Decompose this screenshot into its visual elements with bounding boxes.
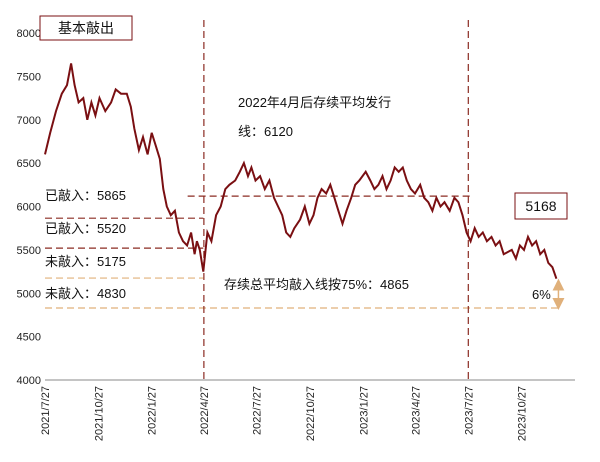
y-tick-label: 5500 xyxy=(17,245,41,257)
y-tick-label: 8000 xyxy=(17,28,41,40)
x-tick-label: 2022/4/27 xyxy=(199,386,211,435)
x-tick-label: 2022/1/27 xyxy=(147,386,159,435)
gap-percent-label: 6% xyxy=(532,287,551,302)
x-tick-label: 2023/10/27 xyxy=(517,386,529,441)
x-axis: 2021/7/27 2021/10/27 2022/1/27 2022/4/27 202… xyxy=(40,379,575,441)
y-tick-label: 6500 xyxy=(17,158,41,170)
x-tick-label: 2022/10/27 xyxy=(305,386,317,441)
last-value-callout: 5168 xyxy=(514,192,568,220)
knocked-in-label-1: 已敲入：5865 xyxy=(45,188,126,203)
y-tick-label: 6000 xyxy=(17,202,41,214)
y-tick-label: 5000 xyxy=(17,288,41,300)
not-knocked-in-label-2: 未敲入：4830 xyxy=(45,286,126,301)
avg-knock-in-label: 存续总平均敲入线按75%：4865 xyxy=(224,277,409,292)
x-tick-label: 2021/10/27 xyxy=(93,386,105,441)
y-axis: 4000 4500 5000 5500 6000 6500 7000 7500 8000 xyxy=(17,28,41,387)
x-tick-label: 2023/1/27 xyxy=(358,386,370,435)
peak-callout: 基本敲出 xyxy=(39,15,133,41)
index-line-series xyxy=(44,63,558,280)
y-tick-label: 7500 xyxy=(17,71,41,83)
y-tick-label: 4500 xyxy=(17,332,41,344)
last-value-label: 5168 xyxy=(525,198,556,214)
issuance-label-line2: 线：6120 xyxy=(238,124,293,139)
not-knocked-in-label-1: 未敲入：5175 xyxy=(45,254,126,269)
x-tick-label: 2023/4/27 xyxy=(411,386,423,435)
knocked-in-label-2: 已敲入：5520 xyxy=(45,221,126,236)
peak-label: 基本敲出 xyxy=(58,20,114,36)
issuance-label-line1: 2022年4月后存续平均发行 xyxy=(238,95,391,110)
y-tick-label: 7000 xyxy=(17,115,41,127)
x-tick-label: 2021/7/27 xyxy=(40,386,52,435)
x-tick-label: 2023/7/27 xyxy=(463,386,475,435)
vertical-markers xyxy=(203,20,469,380)
y-tick-label: 4000 xyxy=(17,375,41,387)
x-tick-label: 2022/7/27 xyxy=(252,386,264,435)
